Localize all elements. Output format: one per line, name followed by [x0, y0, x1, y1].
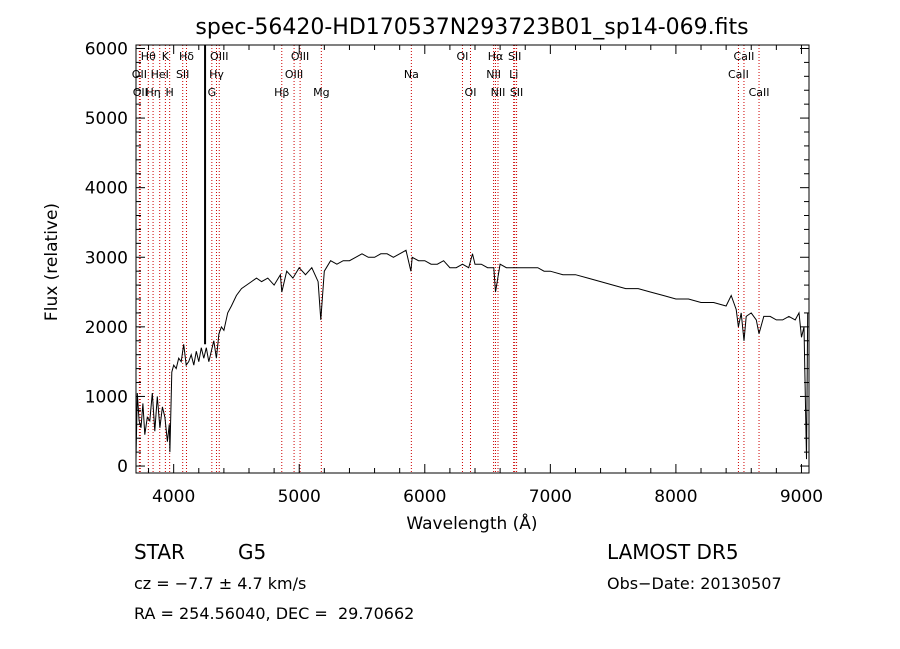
chart-title: spec-56420-HD170537N293723B01_sp14-069.f…	[195, 15, 748, 40]
line-label-12: Hβ	[274, 86, 289, 99]
subclass-label: G5	[238, 540, 267, 564]
line-label-19: NII	[486, 68, 501, 81]
plot-frame	[135, 44, 810, 474]
y-tick-label-1: 1000	[85, 387, 128, 407]
line-label-22: Li	[509, 68, 518, 81]
line-label-23: SII	[508, 50, 521, 63]
y-axis-ticks: 0 1000 2000 3000 4000 5000 6000	[85, 39, 809, 477]
x-axis-label: Wavelength (Å)	[406, 512, 537, 534]
y-tick-label-6: 6000	[85, 39, 128, 59]
line-label-2: Hθ	[141, 50, 156, 63]
spectrum-series-line	[135, 249, 809, 460]
x-tick-label-4: 8000	[654, 487, 697, 507]
line-label-9: G	[208, 86, 217, 99]
class-label: STAR	[134, 540, 185, 564]
line-label-7: SII	[176, 68, 189, 81]
survey-label: LAMOST DR5	[607, 540, 739, 564]
y-axis-label: Flux (relative)	[42, 203, 62, 321]
line-label-11: OIII	[210, 50, 228, 63]
line-label-5: K	[162, 50, 170, 63]
line-label-17: OI	[457, 50, 469, 63]
coordinates-label: RA = 254.56040, DEC = 29.70662	[134, 604, 415, 623]
line-label-13: OIII	[285, 68, 303, 81]
spectral-line-markers	[138, 45, 760, 473]
x-tick-label-2: 6000	[403, 487, 446, 507]
line-label-25: CaII	[728, 68, 749, 81]
obs-date-label: Obs−Date: 20130507	[607, 574, 782, 593]
line-label-8: Hδ	[179, 50, 194, 63]
line-label-3: Hη	[145, 86, 160, 99]
line-label-0: OII	[132, 68, 147, 81]
line-label-6: H	[166, 86, 174, 99]
line-label-18: OI	[465, 86, 477, 99]
line-label-16: Na	[404, 68, 419, 81]
line-label-27: CaII	[749, 86, 770, 99]
y-tick-label-5: 5000	[85, 109, 128, 129]
line-label-14: OIII	[291, 50, 309, 63]
x-tick-label-0: 4000	[152, 487, 195, 507]
line-label-24: SII	[510, 86, 523, 99]
line-label-20: Hα	[488, 50, 504, 63]
y-tick-label-4: 4000	[85, 179, 128, 199]
line-label-4: HeI	[151, 68, 169, 81]
y-tick-label-2: 2000	[85, 318, 128, 338]
line-label-26: CaII	[733, 50, 754, 63]
x-tick-label-1: 5000	[278, 487, 321, 507]
line-label-21: NII	[491, 86, 506, 99]
line-label-15: Mg	[313, 86, 329, 99]
x-tick-label-5: 9000	[780, 487, 823, 507]
y-tick-label-3: 3000	[85, 248, 128, 268]
y-tick-label-0: 0	[117, 457, 128, 477]
line-label-10: Hγ	[209, 68, 224, 81]
x-axis-ticks: 4000 5000 6000 7000 8000 9000	[148, 45, 823, 507]
spectral-line-labels: OIIOIIHθHηHeIKHSIIHδGHγOIIIHβOIIIOIIIMgN…	[132, 50, 770, 99]
redshift-label: cz = −7.7 ± 4.7 km/s	[134, 574, 307, 593]
x-tick-label-3: 7000	[529, 487, 572, 507]
